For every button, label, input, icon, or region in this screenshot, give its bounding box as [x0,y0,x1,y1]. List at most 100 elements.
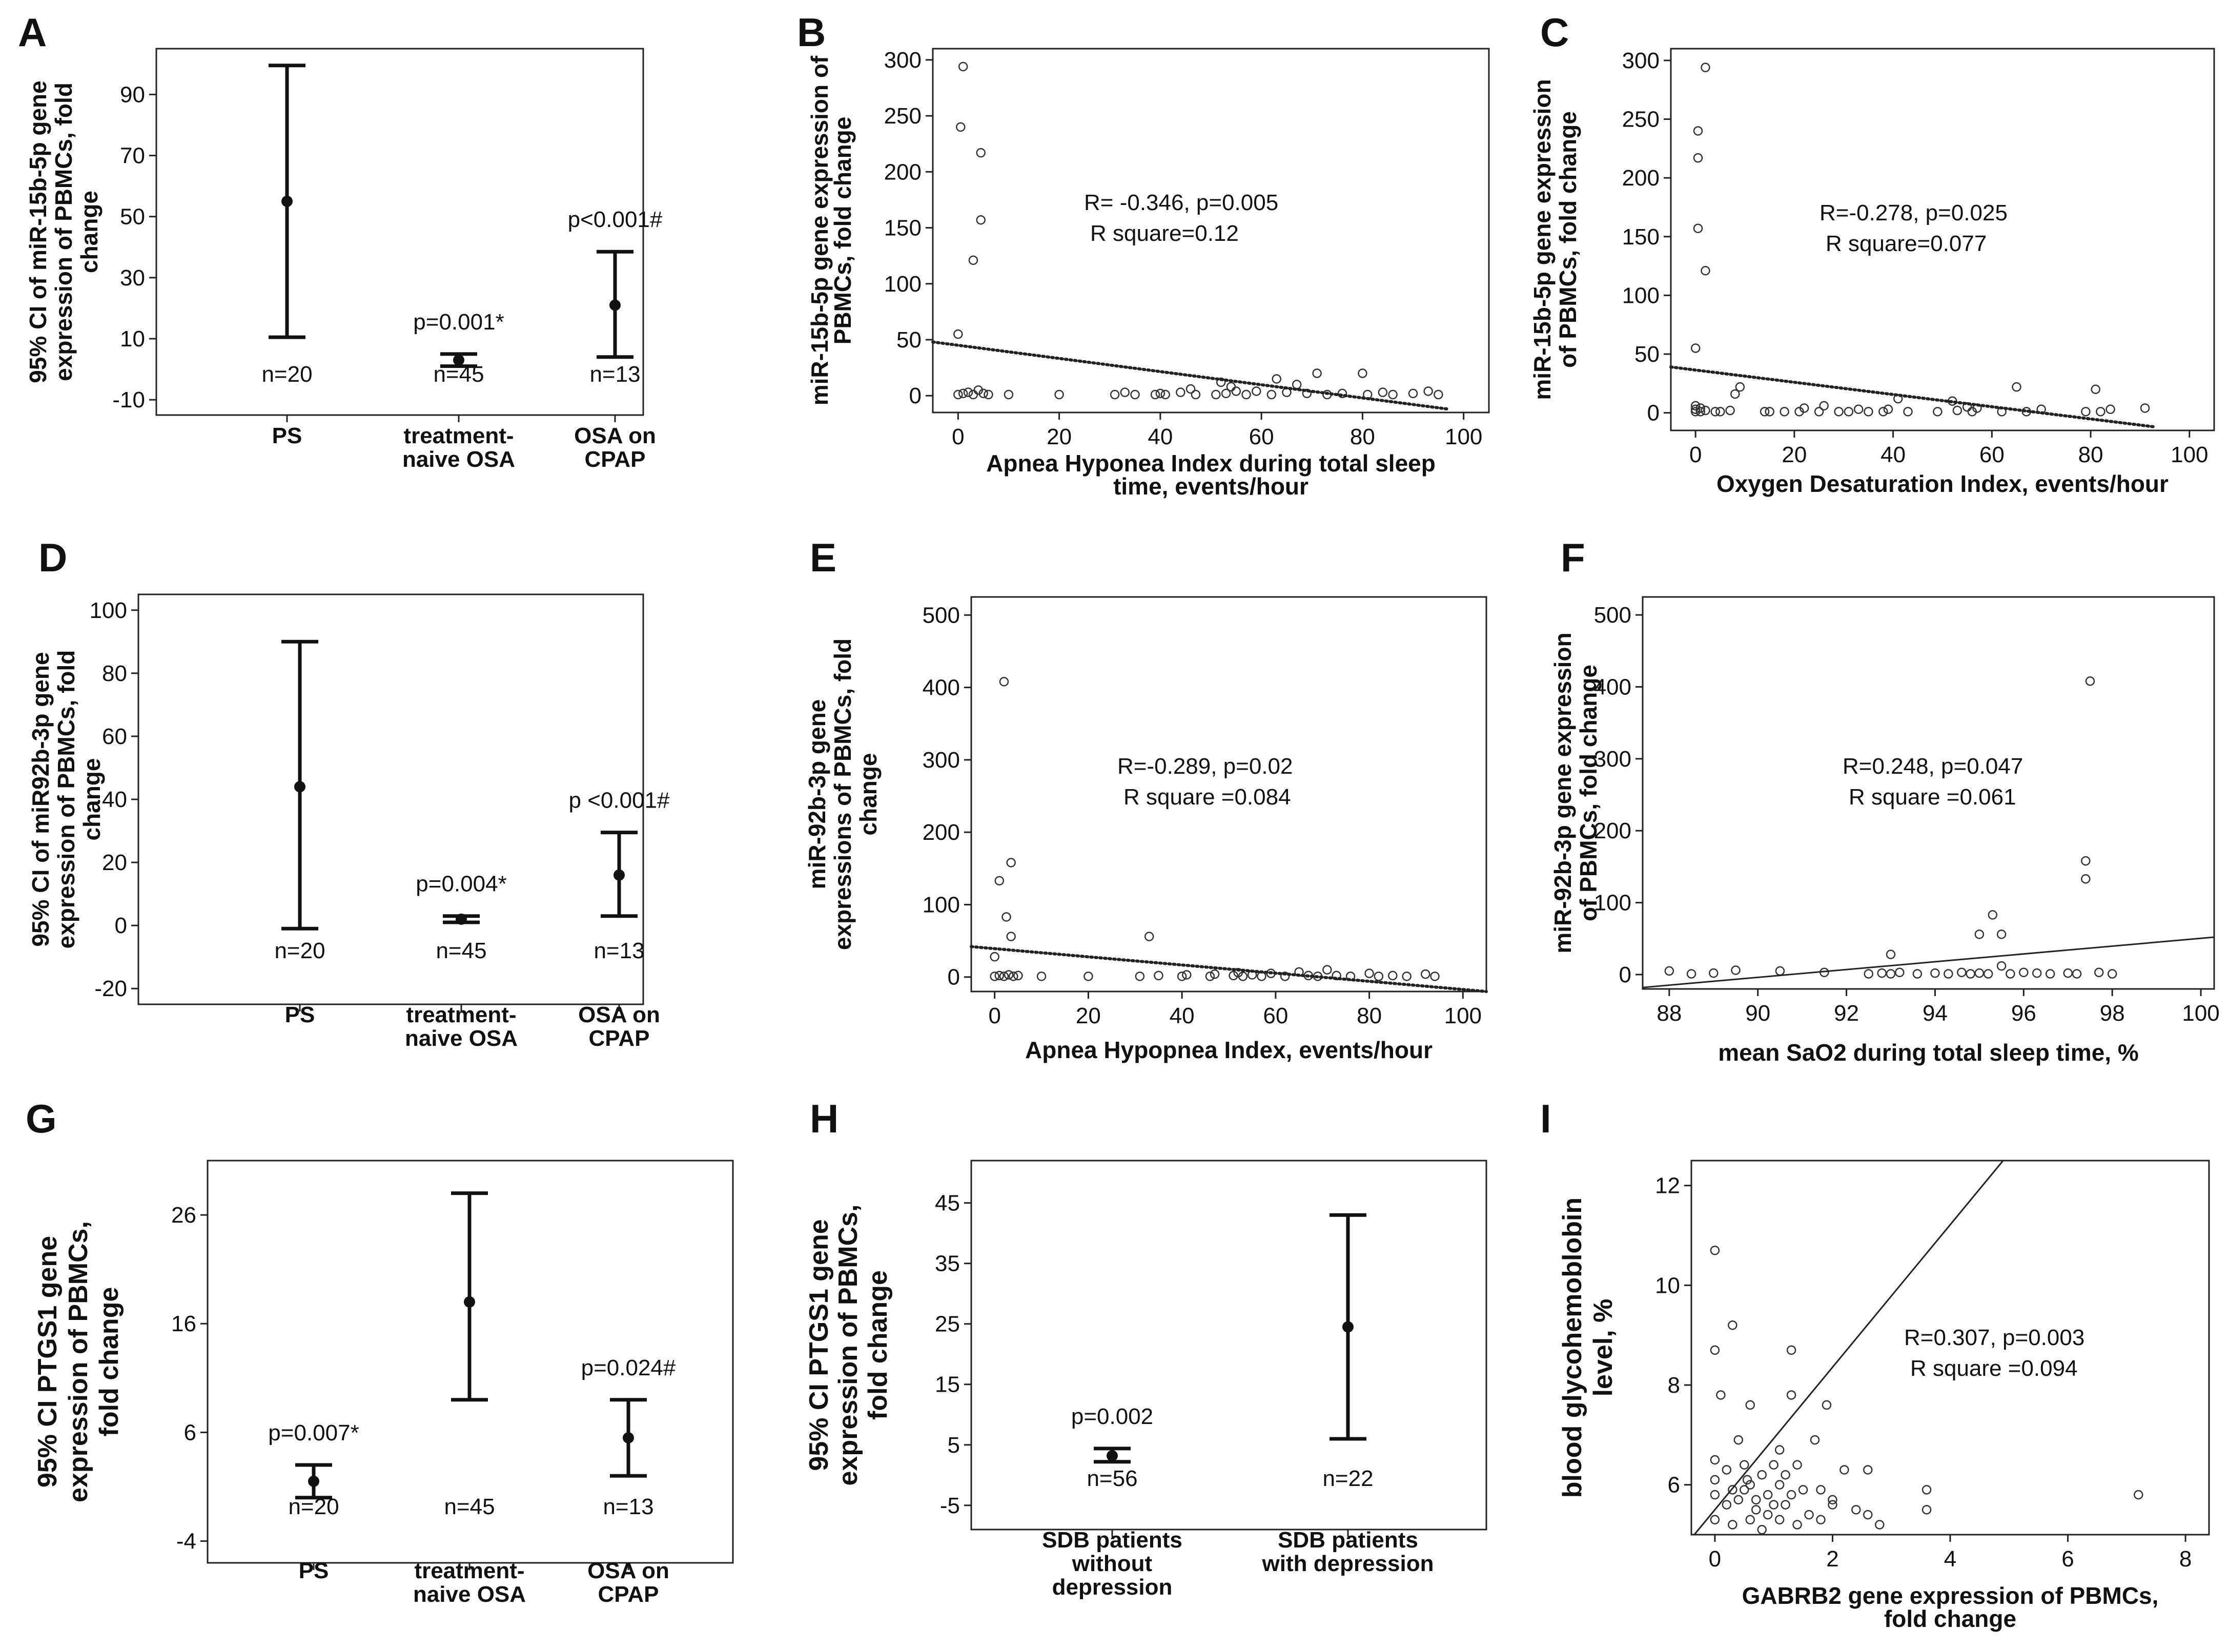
data-point [1430,972,1440,981]
data-point [1710,407,1720,417]
x-tick-label: 80 [1350,424,1375,449]
mean-marker [281,195,293,207]
data-point [2072,969,2082,979]
x-axis-label: Apnea Hypopnea Index, events/hour [1025,1037,1433,1063]
data-point [953,329,963,339]
data-point [1828,1500,1837,1510]
data-point [968,255,978,265]
category-label: without [1072,1551,1153,1576]
category-label: SDB patients [1042,1527,1182,1553]
panel-g: G -4 6 16 26 95% CI PTGS1 gene expression of P… [26,1096,734,1607]
y-tick-label: 5 [948,1433,960,1458]
data-point [976,148,986,158]
y-axis-label: miR-15b-5p gene expression [1529,79,1556,400]
p-value-label: p=0.001* [413,309,504,335]
data-point [1730,389,1740,399]
data-point [1952,405,1962,416]
y-tick-label: 60 [102,724,127,749]
y-tick-label: 300 [1622,48,1660,73]
p-value-label: p<0.001# [568,207,663,232]
data-point [1757,1470,1767,1480]
data-point [1875,1520,1885,1530]
y-tick-label: 90 [120,82,145,107]
y-tick-label: 8 [1668,1373,1680,1398]
category-label: depression [1052,1575,1173,1600]
data-point [1054,389,1064,400]
p-value-label: p=0.024# [581,1355,676,1380]
data-point [1745,1480,1755,1490]
n-label: n=22 [1322,1466,1373,1491]
data-point [976,215,986,225]
plot-frame [1642,596,2215,990]
y-tick-label: 500 [923,603,960,628]
panel-label: F [1561,535,1585,580]
data-point [1839,1465,1849,1475]
x-axis-label: time, events/hour [1113,473,1308,500]
data-point [1312,368,1322,378]
fit-line [1642,936,2215,988]
data-point [1781,1500,1790,1510]
p-value-label: p <0.001# [569,788,670,813]
data-point [1819,401,1829,411]
data-point [1693,153,1703,163]
data-point [1722,1500,1732,1510]
data-point [999,677,1009,687]
y-axis-label: expressions of PBMCs, fold [829,638,856,950]
data-point [1740,1460,1749,1470]
data-point [1966,969,1975,979]
x-tick-label: 100 [2171,442,2208,467]
x-axis-label: mean SaO2 during total sleep time, % [1718,1039,2139,1066]
data-point [1701,63,1710,72]
n-label: n=45 [436,938,486,963]
y-axis-label: of PBMCs, fold change [1575,665,1602,921]
category-label: SDB patients [1278,1527,1418,1553]
category-label: PS [299,1558,329,1583]
data-point [990,972,999,981]
data-point [1751,1505,1761,1515]
x-tick-label: 60 [1979,442,2005,467]
y-axis-label: expression of PBMCs, fold [50,82,77,381]
category-label: with depression [1262,1551,1434,1576]
x-tick-label: 100 [2182,1001,2219,1026]
y-tick-label: 150 [1622,224,1660,250]
data-point [2063,968,2073,978]
data-point [1664,966,1674,976]
x-tick-label: 0 [952,424,964,449]
data-point [1988,910,1998,920]
category-label: naive OSA [405,1026,518,1051]
data-point [1810,1435,1820,1445]
data-point [1786,1390,1796,1400]
panel-label: E [810,535,836,580]
data-point [1292,380,1302,389]
data-point [1135,972,1145,981]
data-point [1814,407,1824,417]
category-label: treatment- [406,1002,516,1027]
data-point [1757,1525,1767,1535]
data-point [1364,968,1374,978]
y-tick-label: 300 [1594,747,1631,772]
y-tick-label: 25 [935,1312,960,1337]
data-point [1921,1505,1932,1515]
data-point [1751,1495,1761,1505]
p-value-label: p=0.007* [268,1420,359,1446]
category-label: OSA on [587,1558,669,1583]
fit-line [970,945,1488,993]
stat-annotation: R=0.307, p=0.003 [1904,1325,2084,1350]
data-point [956,122,966,132]
data-point [1864,407,1873,417]
data-point [1733,1435,1744,1445]
y-axis-label: of PBMCs, fold change [1555,111,1581,368]
panel-label: G [26,1096,57,1141]
y-tick-label: 200 [1622,166,1660,191]
data-point [1210,969,1220,979]
mean-marker [609,299,621,311]
x-tick-label: 88 [1657,1001,1682,1026]
data-point [1799,403,1809,413]
data-point [1760,407,1770,417]
data-point [1388,389,1398,400]
data-point [1878,407,1888,417]
data-point [994,970,1005,981]
y-tick-label: 100 [884,272,922,297]
